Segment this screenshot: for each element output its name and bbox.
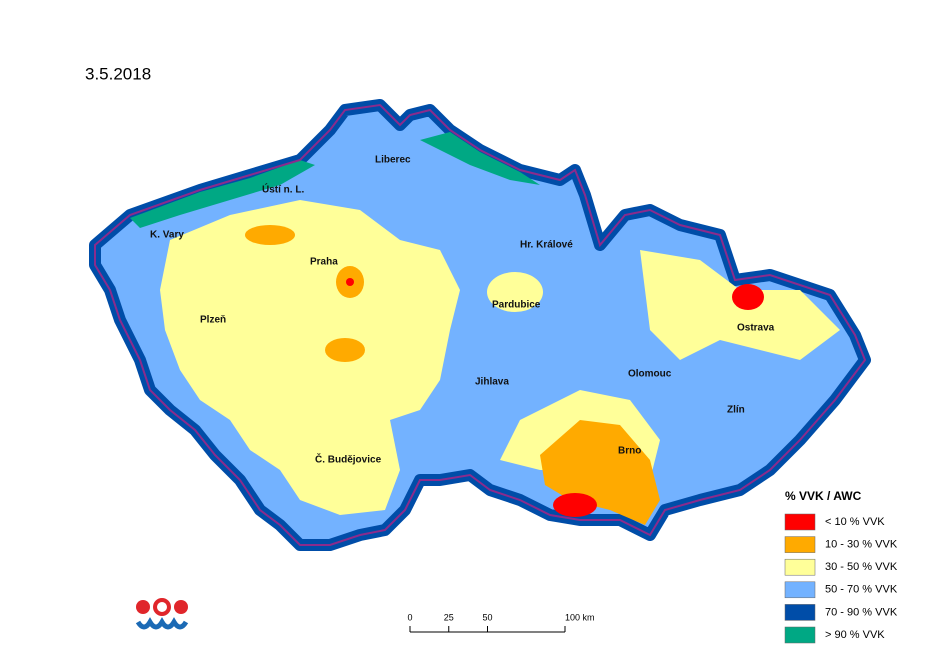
city-label: Ústí n. L. — [262, 183, 304, 196]
scale-label: 100 km — [565, 612, 595, 622]
legend: < 10 % VVK 10 - 30 % VVK 30 - 50 % VVK 50 -… — [784, 513, 898, 644]
city-label: Zlín — [727, 405, 745, 416]
country — [89, 99, 871, 551]
region-dry — [160, 200, 460, 515]
legend-label: 50 - 70 % VVK — [825, 584, 898, 596]
region-extreme — [346, 278, 354, 286]
legend-label: 10 - 30 % VVK — [825, 539, 898, 551]
region-extreme — [553, 493, 597, 517]
city-label: Hr. Králové — [520, 240, 573, 251]
legend-title: % VVK / AWC — [785, 489, 862, 503]
city-label: Liberec — [375, 155, 411, 166]
logo — [135, 598, 189, 630]
legend-label: 70 - 90 % VVK — [825, 606, 898, 618]
logo-dot — [153, 598, 171, 616]
logo-dot — [174, 600, 188, 614]
scale-bar: 0 25 50 100 km — [407, 612, 595, 633]
city-label: Brno — [618, 446, 641, 457]
legend-swatch — [784, 558, 816, 576]
city-label: Olomouc — [628, 369, 672, 380]
legend-swatch — [784, 626, 816, 644]
logo-dot — [136, 600, 150, 614]
legend-label: > 90 % VVK — [825, 629, 885, 641]
legend-label: 30 - 50 % VVK — [825, 561, 898, 573]
legend-swatch — [784, 581, 816, 599]
city-label: Praha — [310, 257, 338, 268]
logo-wave — [135, 617, 189, 630]
region-dry — [487, 272, 543, 312]
legend-swatch — [784, 513, 816, 531]
region-extreme — [732, 284, 764, 310]
city-label: Pardubice — [492, 300, 541, 311]
region-very-dry — [245, 225, 295, 245]
region-very-dry — [325, 338, 365, 362]
border — [94, 103, 867, 546]
city-label: Č. Budějovice — [315, 453, 382, 466]
region-wet — [130, 160, 315, 228]
scale-label: 50 — [482, 612, 492, 622]
legend-swatch — [784, 604, 816, 621]
city-labels: Liberec Ústí n. L. K. Vary Hr. Králové P… — [150, 155, 775, 466]
scale-label: 0 — [407, 612, 412, 622]
date: 3.5.2018 — [85, 64, 151, 83]
scale-label: 25 — [444, 612, 454, 622]
city-label: Jihlava — [475, 377, 509, 388]
region-wet — [420, 132, 540, 185]
city-label: Plzeň — [200, 315, 226, 326]
legend-label: < 10 % VVK — [825, 516, 885, 528]
city-label: K. Vary — [150, 230, 184, 241]
city-label: Ostrava — [737, 323, 775, 334]
legend-swatch — [784, 536, 816, 553]
